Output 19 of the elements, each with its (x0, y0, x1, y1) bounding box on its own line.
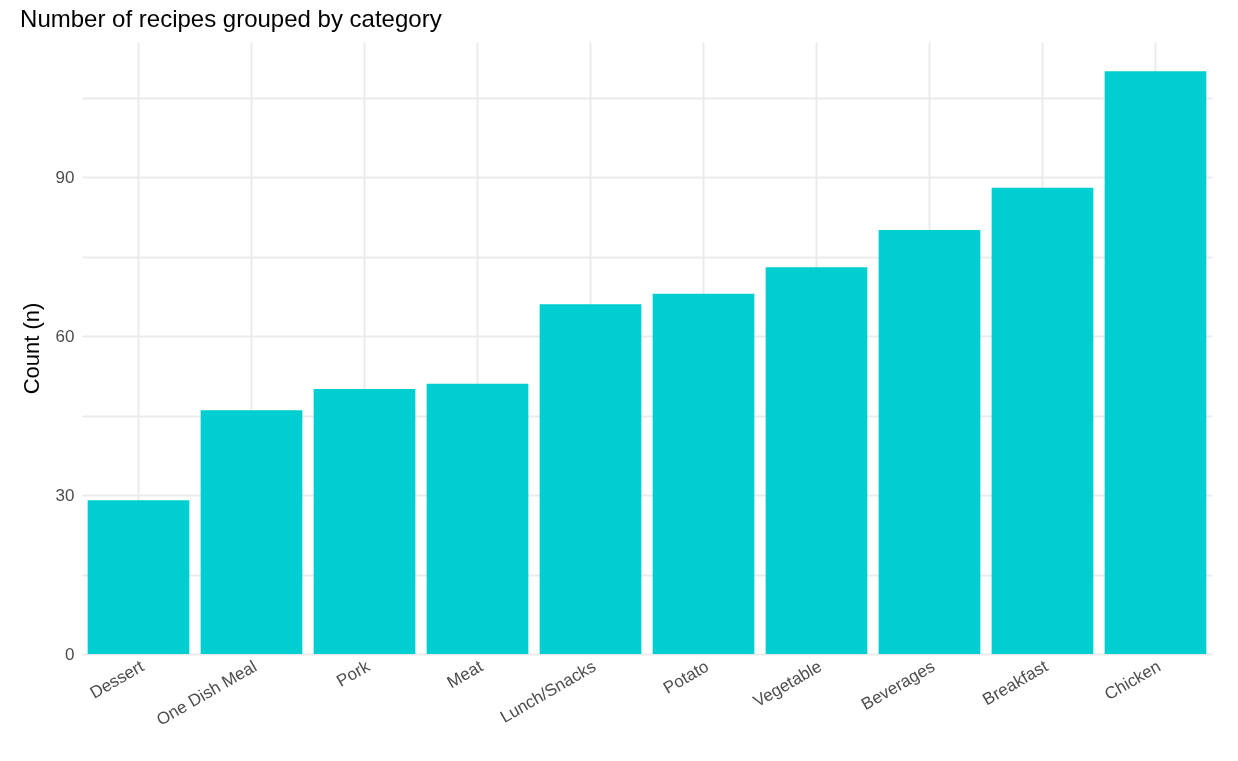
bar (1104, 71, 1207, 654)
bar (313, 389, 416, 654)
x-tick-label: Meat (443, 656, 487, 693)
bar (200, 410, 303, 654)
bar (878, 230, 981, 654)
y-tick-label: 90 (55, 167, 75, 187)
x-tick-label: Pork (333, 656, 374, 691)
y-tick-label: 30 (55, 485, 75, 505)
bar (539, 304, 642, 654)
chart-title: Number of recipes grouped by category (20, 5, 442, 32)
y-tick-label: 60 (55, 326, 75, 346)
y-axis-title: Count (n) (18, 302, 44, 395)
bar (652, 293, 755, 654)
bar (765, 267, 868, 654)
bar (87, 500, 190, 654)
x-tick-label: One Dish Meal (153, 656, 260, 730)
bar (991, 187, 1094, 654)
y-tick-label: 0 (65, 644, 75, 664)
bar (426, 383, 529, 654)
